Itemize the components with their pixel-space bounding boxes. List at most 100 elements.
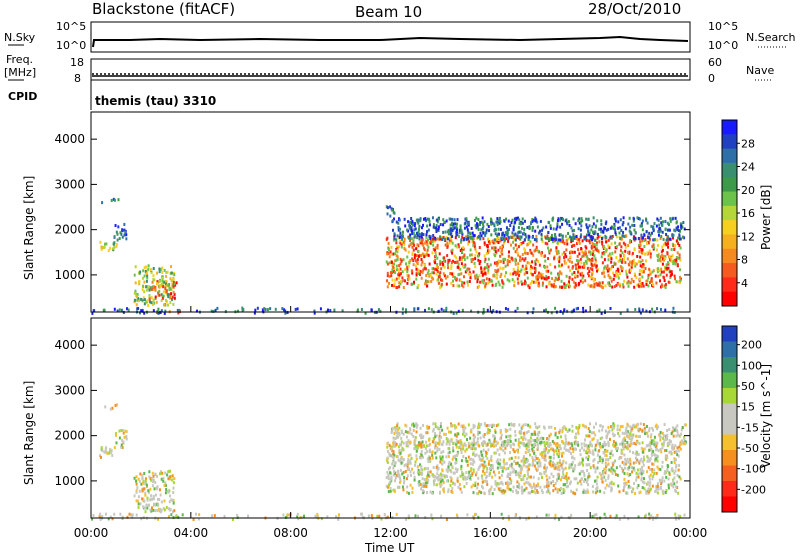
power-cell bbox=[447, 228, 450, 232]
power-cell bbox=[142, 269, 145, 273]
power-cell bbox=[408, 261, 411, 265]
power-cell bbox=[526, 271, 529, 275]
velocity-cell bbox=[125, 437, 128, 441]
power-cell bbox=[585, 238, 588, 242]
power-cell bbox=[608, 284, 611, 288]
power-cell bbox=[490, 220, 493, 224]
power-cell bbox=[406, 268, 409, 272]
power-cell bbox=[409, 227, 412, 231]
velocity-cell bbox=[434, 444, 437, 448]
power-cell bbox=[475, 216, 478, 220]
power-cell bbox=[652, 246, 655, 250]
power-cell bbox=[590, 262, 593, 266]
velocity-cell bbox=[475, 441, 478, 445]
power-cell bbox=[646, 241, 649, 245]
power-cell bbox=[638, 245, 641, 249]
velocity-cell bbox=[651, 477, 654, 481]
power-cell bbox=[649, 272, 652, 276]
velocity-cell bbox=[526, 465, 529, 469]
velocity-cell bbox=[158, 507, 161, 511]
velocity-cell bbox=[625, 446, 628, 450]
velocity-cell bbox=[631, 436, 634, 440]
power-cell bbox=[150, 288, 153, 292]
power-cell bbox=[479, 220, 482, 224]
velocity-cell bbox=[659, 438, 662, 442]
power-cell bbox=[439, 237, 442, 241]
velocity-cell bbox=[422, 482, 425, 486]
velocity-cell bbox=[451, 486, 454, 490]
power-cell bbox=[547, 231, 550, 235]
velocity-cell bbox=[589, 440, 592, 444]
velocity-cell bbox=[613, 444, 616, 448]
power-cell bbox=[483, 254, 486, 258]
power-cell bbox=[626, 308, 629, 312]
velocity-cell bbox=[659, 485, 662, 489]
velocity-cell bbox=[99, 512, 102, 516]
power-cell bbox=[101, 201, 104, 205]
power-ytick-label: 2000 bbox=[54, 223, 85, 237]
power-cell bbox=[118, 308, 121, 312]
velocity-cell bbox=[557, 476, 560, 480]
power-cell bbox=[569, 255, 572, 259]
power-cell bbox=[465, 217, 468, 221]
velocity-cell bbox=[122, 440, 125, 444]
velocity-cell bbox=[424, 447, 427, 451]
power-cell bbox=[607, 244, 610, 248]
power-cell bbox=[458, 284, 461, 288]
velocity-cell bbox=[609, 514, 612, 518]
velocity-cell bbox=[673, 457, 676, 461]
power-cell bbox=[431, 276, 434, 280]
power-cell bbox=[486, 262, 489, 266]
velocity-cell bbox=[650, 447, 653, 451]
power-cell bbox=[526, 311, 529, 315]
power-cell bbox=[677, 256, 680, 260]
power-cell bbox=[589, 284, 592, 288]
power-cell bbox=[477, 218, 480, 222]
velocity-cell bbox=[674, 426, 677, 430]
power-cell bbox=[506, 260, 509, 264]
power-cell bbox=[473, 234, 476, 238]
velocity-cell bbox=[396, 435, 399, 439]
velocity-cell bbox=[673, 461, 676, 465]
velocity-cell bbox=[401, 460, 404, 464]
velocity-cell bbox=[421, 484, 424, 488]
velocity-cell bbox=[587, 483, 590, 487]
velocity-cell bbox=[648, 442, 651, 446]
velocity-cell bbox=[413, 478, 416, 482]
power-cell bbox=[163, 268, 166, 272]
power-cell bbox=[637, 260, 640, 264]
power-cell bbox=[451, 279, 454, 283]
velocity-cell bbox=[563, 425, 566, 429]
power-cell bbox=[594, 257, 597, 261]
velocity-cell bbox=[622, 439, 625, 443]
velocity-cell bbox=[387, 476, 390, 480]
velocity-cell bbox=[303, 514, 306, 518]
velocity-cell bbox=[607, 458, 610, 462]
velocity-cell bbox=[498, 471, 501, 475]
power-cell bbox=[146, 274, 149, 278]
velocity-cell bbox=[436, 472, 439, 476]
power-cell bbox=[397, 276, 400, 280]
velocity-cell bbox=[548, 476, 551, 480]
velocity-cell bbox=[565, 461, 568, 465]
power-cell bbox=[478, 234, 481, 238]
velocity-cell bbox=[601, 480, 604, 484]
velocity-cell bbox=[541, 490, 544, 494]
power-cell bbox=[637, 216, 640, 220]
power-cell bbox=[483, 220, 486, 224]
velocity-cell bbox=[492, 434, 495, 438]
power-cell bbox=[284, 309, 287, 313]
velocity-cell bbox=[488, 460, 491, 464]
power-cell bbox=[386, 274, 389, 278]
velocity-cell bbox=[623, 466, 626, 470]
velocity-cell bbox=[537, 446, 540, 450]
power-cell bbox=[455, 260, 458, 264]
power-cell bbox=[501, 281, 504, 285]
velocity-cell bbox=[618, 457, 621, 461]
power-cell bbox=[499, 254, 502, 258]
power-cell bbox=[665, 273, 668, 277]
power-colorbar-swatch bbox=[722, 177, 737, 193]
power-cell bbox=[446, 237, 449, 241]
velocity-cell bbox=[434, 422, 437, 426]
velocity-cell bbox=[455, 513, 458, 517]
